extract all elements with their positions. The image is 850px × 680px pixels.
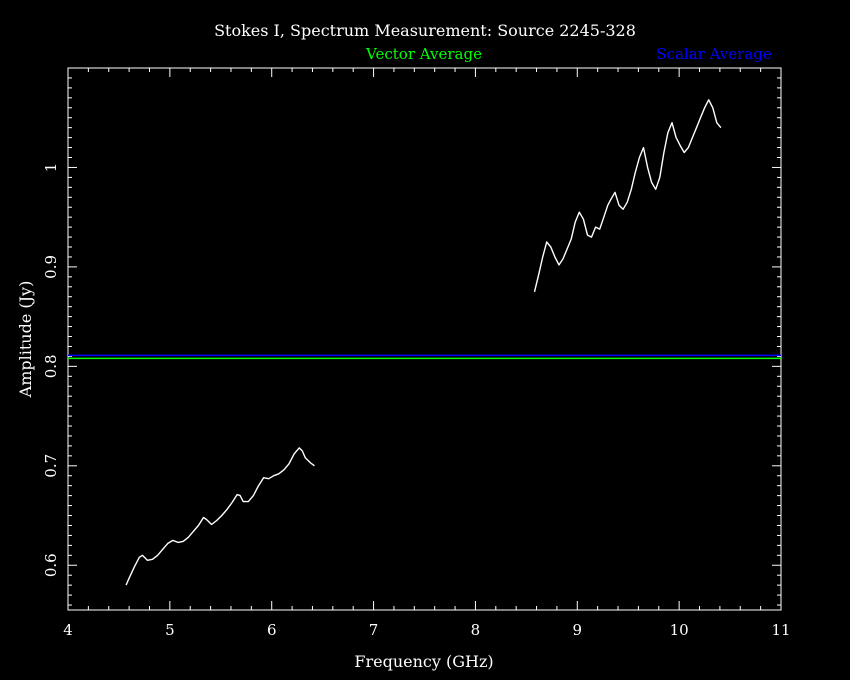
spectrum-segment-1: [125, 447, 315, 586]
x-tick-label: 5: [165, 621, 175, 639]
axes-group: 4 5 6 7 8 9 10 11 0.6 0.7 0.8 0.9 1: [42, 67, 791, 639]
x-tick-label: 10: [670, 621, 689, 639]
y-axis-label: Amplitude (Jy): [16, 281, 35, 399]
y-tick-label: 0.8: [42, 354, 60, 378]
x-tick-label: 11: [771, 621, 790, 639]
x-tick-label: 6: [267, 621, 277, 639]
x-tick-label: 8: [471, 621, 481, 639]
legend-vector-average: Vector Average: [365, 45, 482, 63]
x-axis-label: Frequency (GHz): [354, 652, 493, 671]
x-tick-label: 9: [573, 621, 583, 639]
y-tick-label: 0.9: [42, 255, 60, 279]
data-marks-group: [68, 99, 781, 586]
plot-frame: [67, 67, 782, 611]
y-tick-label: 0.6: [42, 553, 60, 577]
y-tick-label: 1: [42, 163, 60, 173]
chart-title: Stokes I, Spectrum Measurement: Source 2…: [214, 21, 636, 40]
spectrum-segment-2: [533, 99, 722, 292]
legend-scalar-average: Scalar Average: [656, 45, 772, 63]
x-tick-label: 4: [63, 621, 73, 639]
x-tick-label: 7: [369, 621, 379, 639]
y-tick-label: 0.7: [42, 454, 60, 478]
